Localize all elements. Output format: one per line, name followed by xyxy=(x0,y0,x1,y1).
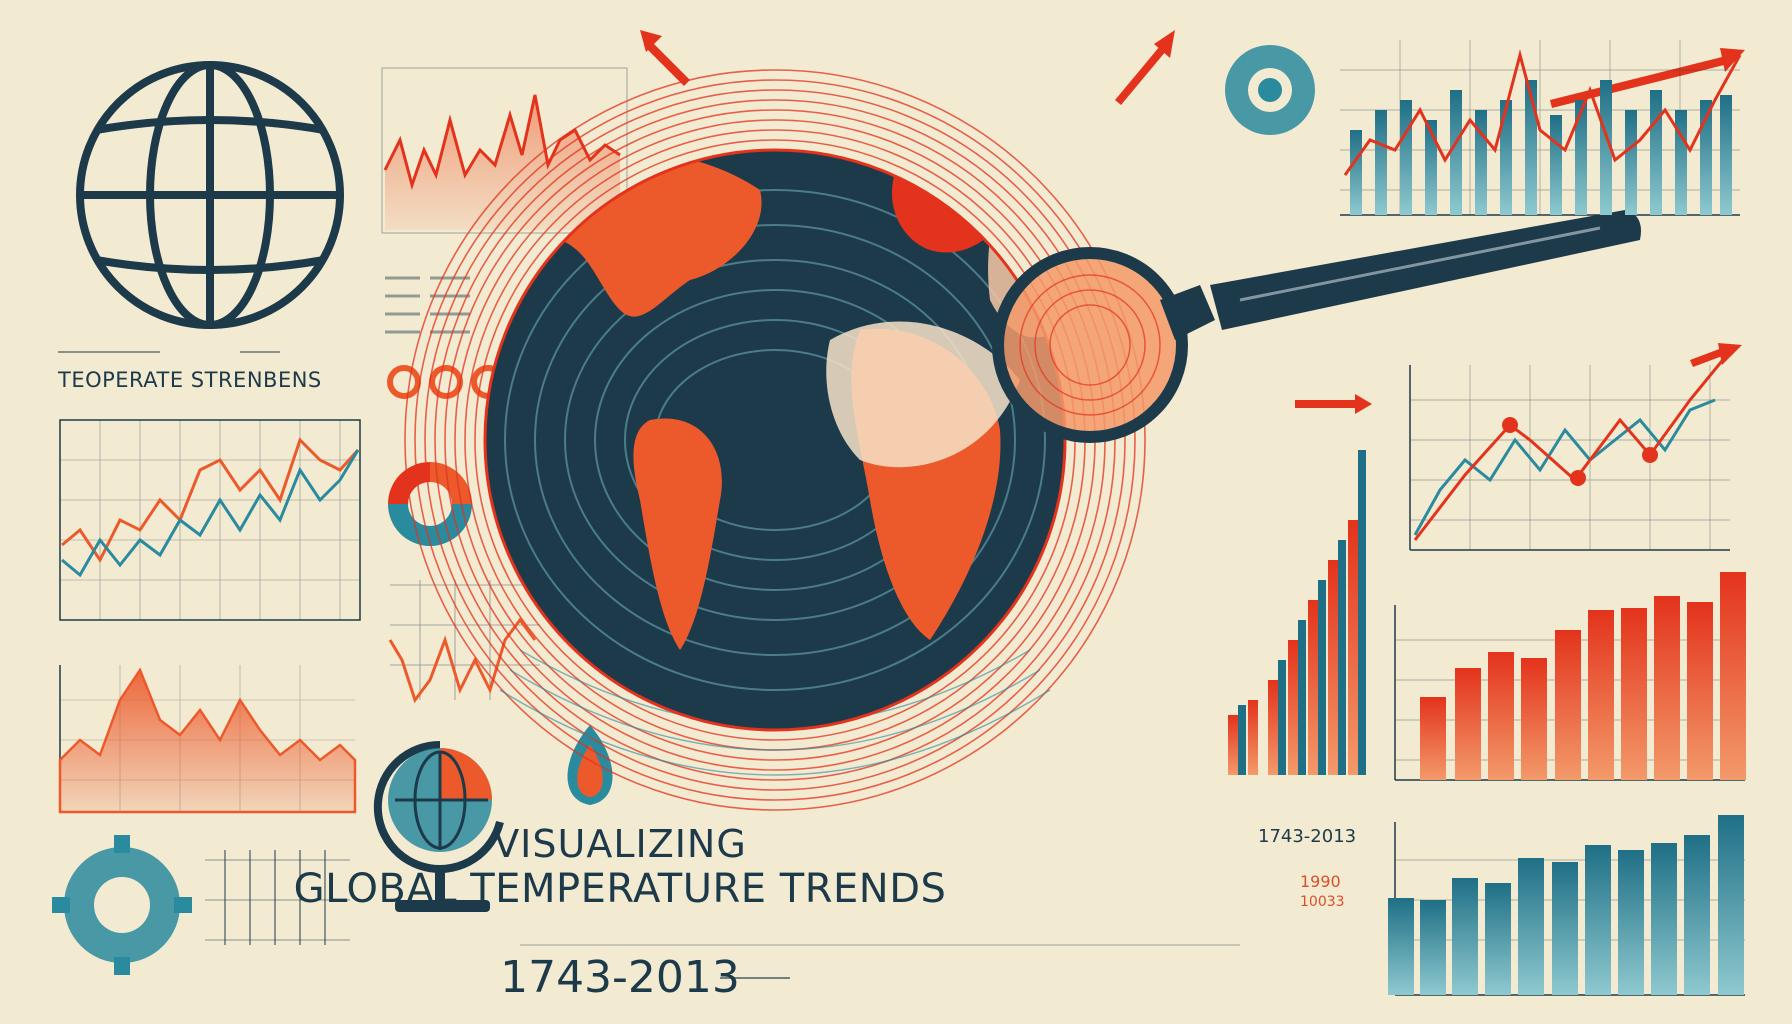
settings-gear-icon xyxy=(1225,45,1315,135)
right-middle-chart xyxy=(1409,344,1737,551)
left-caption: TEOPERATE STRENBENS xyxy=(58,368,322,392)
red-label-2: 10033 xyxy=(1300,894,1345,910)
title-line-1: VISUALIZING xyxy=(493,822,747,866)
mid-line-chart xyxy=(388,580,540,704)
donut-chart-icon xyxy=(388,462,472,546)
desk-globe-icon xyxy=(373,740,504,912)
arrow-icons xyxy=(640,30,1745,414)
text-lines xyxy=(385,276,470,334)
left-series-orange xyxy=(61,437,360,563)
title-line-2: GLOBAL TEMPERATURE TRENDS xyxy=(293,866,947,912)
continent-south-america xyxy=(633,418,722,650)
red-label-1: 1990 xyxy=(1300,872,1341,891)
flame-icon xyxy=(567,725,613,805)
circle-markers xyxy=(387,365,505,399)
right-red-bars xyxy=(1394,572,1746,781)
left-series-teal xyxy=(61,449,360,578)
small-grid-chart xyxy=(205,850,350,945)
right-top-chart xyxy=(1340,40,1742,216)
year-range-small: 1743-2013 xyxy=(1258,826,1357,847)
year-range: 1743-2013 xyxy=(500,952,740,1003)
center-rising-bars xyxy=(1228,450,1366,775)
left-area-chart xyxy=(58,665,357,814)
right-teal-bars xyxy=(1388,815,1745,996)
top-spark-chart xyxy=(381,67,628,234)
magnifying-glass-icon xyxy=(992,210,1641,443)
wireframe-globe-icon xyxy=(76,61,344,329)
left-line-chart xyxy=(59,419,361,621)
gear-icon xyxy=(52,835,192,975)
main-globe xyxy=(483,148,1067,732)
